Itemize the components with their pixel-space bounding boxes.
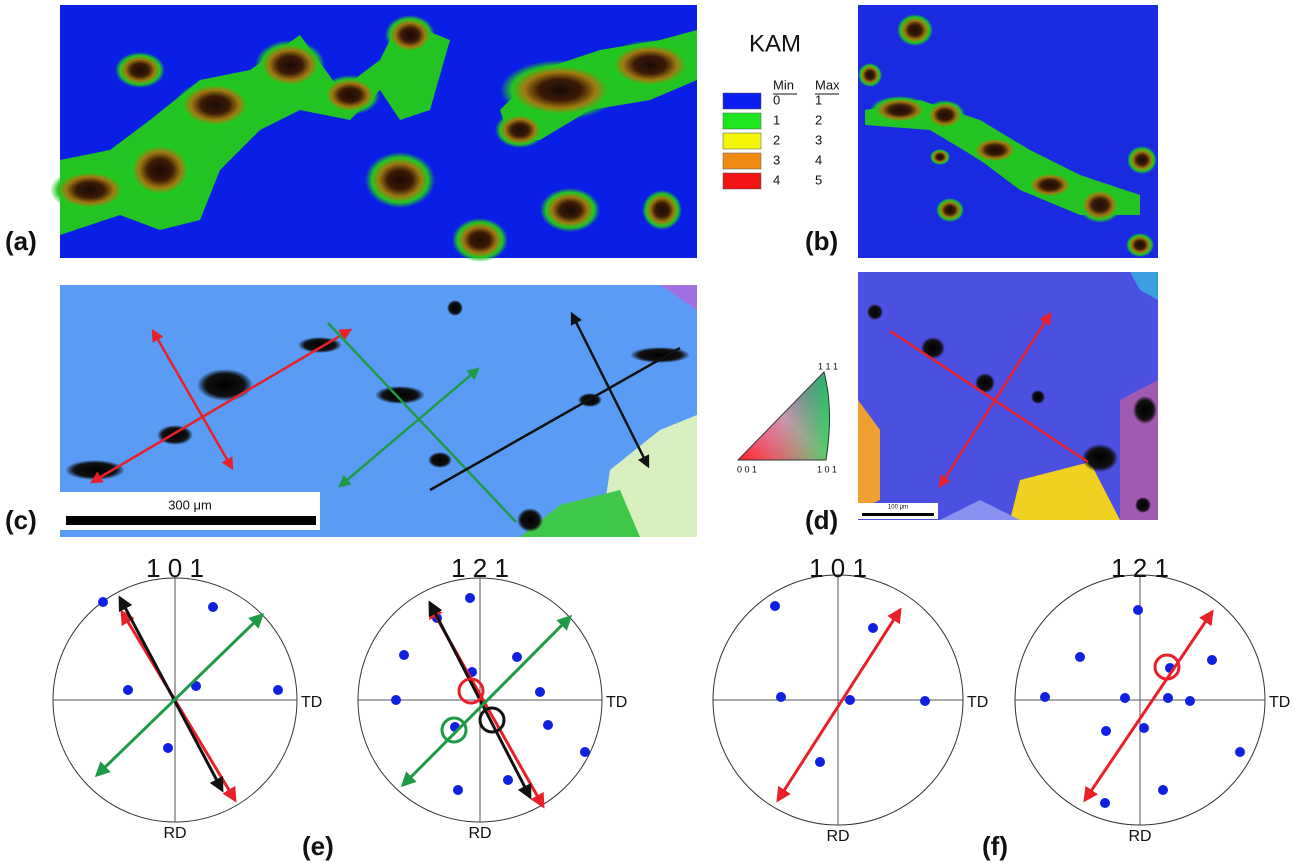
scale-bar-label: 100 μm [888, 505, 908, 511]
legend-min: 4 [773, 172, 780, 187]
ipf-label: 0 0 1 [737, 464, 757, 474]
legend-swatch [723, 113, 761, 129]
pole-td: TD [967, 694, 988, 711]
pole-title: 1 0 1 [146, 553, 204, 583]
kam-map-b [858, 5, 1158, 258]
panel-label: (a) [5, 226, 37, 256]
legend-max: 5 [815, 172, 822, 187]
pole-title: 1 2 1 [451, 553, 509, 583]
legend-min: 0 [773, 92, 780, 107]
kam-legend: KAM Min Max 0 1 1 2 2 3 3 4 4 5 [723, 30, 840, 189]
pole-td: TD [606, 694, 627, 711]
pole-td: TD [301, 694, 322, 711]
panel-label: (f) [982, 831, 1008, 861]
legend-title: KAM [749, 30, 801, 57]
ipf-label: 1 0 1 [817, 464, 837, 474]
scale-bar-label: 300 μm [168, 497, 212, 512]
legend-min: 3 [773, 152, 780, 167]
panel-label: (b) [805, 226, 838, 256]
pole-rd: RD [163, 825, 186, 842]
panel-label: (d) [805, 505, 838, 535]
ipf-label: 1 1 1 [818, 361, 838, 371]
legend-max: 3 [815, 132, 822, 147]
legend-min: 1 [773, 112, 780, 127]
pole-rd: RD [826, 828, 849, 845]
pole-figure: 1 0 1 TD RD [713, 553, 988, 845]
pole-td: TD [1269, 694, 1290, 711]
legend-swatch [723, 173, 761, 189]
legend-max: 1 [815, 92, 822, 107]
figure: 300 μm 100 μm KAM Min Max 0 1 1 2 2 3 3 4 4 5 1 1… [0, 0, 1304, 863]
panel-label: (e) [302, 831, 334, 861]
legend-header: Max [815, 77, 840, 92]
legend-swatch [723, 153, 761, 169]
pole-title: 1 0 1 [809, 553, 867, 583]
pole-rd: RD [1128, 828, 1151, 845]
orientation-map-d: 100 μm [858, 272, 1158, 520]
pole-figure: 1 2 1 TD RD [1015, 553, 1290, 845]
legend-swatch [723, 133, 761, 149]
legend-max: 2 [815, 112, 822, 127]
pole-rd: RD [468, 825, 491, 842]
orientation-map-c: 300 μm [60, 285, 697, 537]
pole-title: 1 2 1 [1111, 553, 1169, 583]
panel-label: (c) [5, 505, 37, 535]
ipf-triangle: 1 1 1 0 0 1 1 0 1 [737, 361, 838, 474]
legend-header: Min [773, 77, 794, 92]
kam-map-a [50, 5, 697, 262]
legend-max: 4 [815, 152, 822, 167]
pole-figure: 1 0 1 TD RD [53, 553, 322, 842]
pole-figure: 1 2 1 TD RD [358, 553, 627, 842]
legend-min: 2 [773, 132, 780, 147]
legend-swatch [723, 93, 761, 109]
